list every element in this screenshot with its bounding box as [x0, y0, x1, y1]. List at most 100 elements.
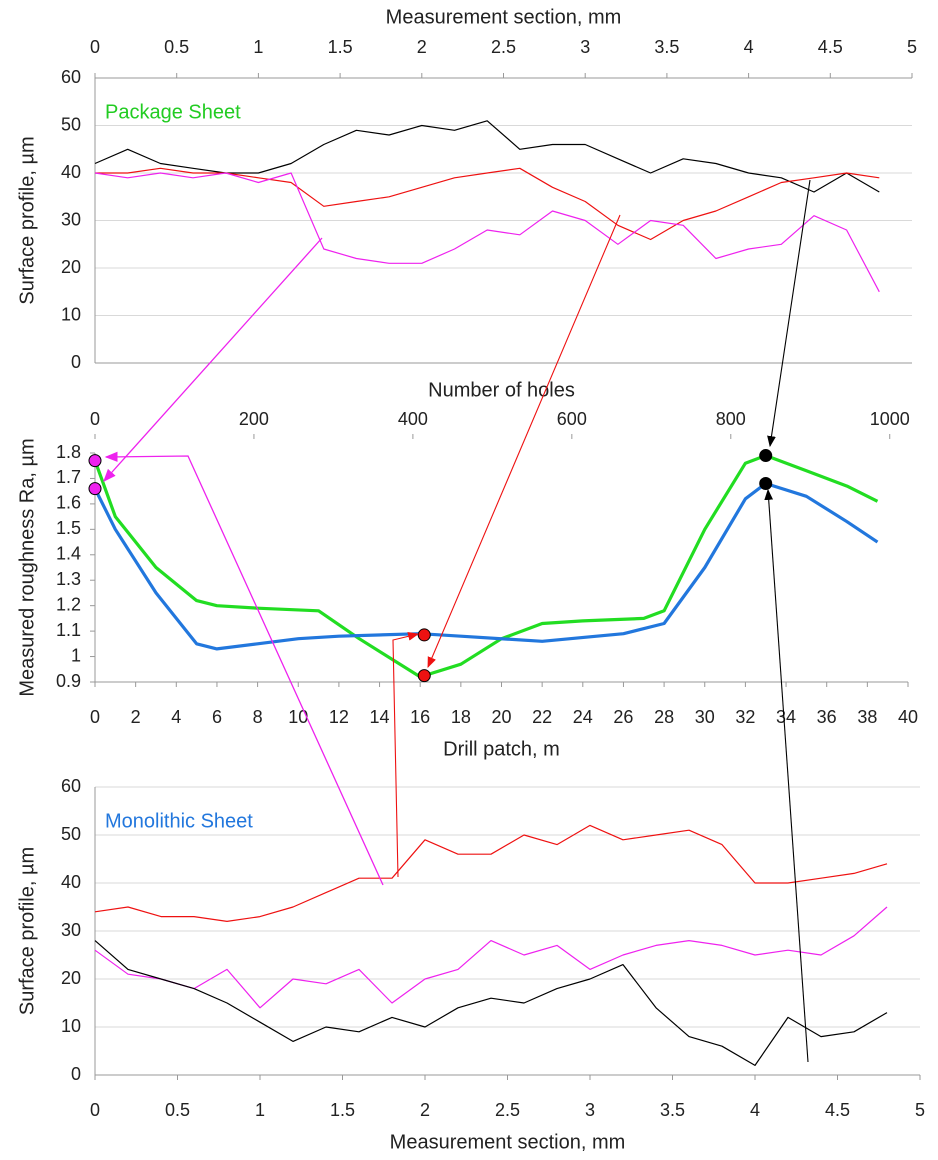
y-tick-label: 1.5: [56, 518, 81, 538]
x-tick-label: 34: [776, 707, 796, 727]
y-tick-label: 1: [71, 645, 81, 665]
data-line: [94, 824, 888, 922]
y-tick-label: 60: [61, 776, 81, 796]
y-tick-label: 20: [61, 257, 81, 277]
arrow: [767, 179, 811, 448]
x-tick-label: 4: [171, 707, 181, 727]
x-tick-label: 3.5: [654, 37, 679, 57]
data-line: [94, 906, 888, 1009]
x-tick-label: 0.5: [164, 37, 189, 57]
x-tick-label: 8: [253, 707, 263, 727]
x-tick-label: 32: [735, 707, 755, 727]
x-tick-label: 3: [585, 1100, 595, 1120]
x-tick-label: 3.5: [660, 1100, 685, 1120]
x-tick-label: 4: [744, 37, 754, 57]
x-tick-label: 2: [131, 707, 141, 727]
data-line: [94, 940, 888, 1066]
highlight-point: [417, 669, 431, 683]
x-tick-label: 5: [915, 1100, 925, 1120]
x-tick-label: 0.5: [165, 1100, 190, 1120]
annotation: Monolithic Sheet: [105, 810, 253, 832]
x-axis-title: Measurement section, mm: [390, 1131, 626, 1153]
y-tick-label: 1.7: [56, 467, 81, 487]
y-tick-label: 1.8: [56, 442, 81, 462]
data-line: [95, 167, 880, 241]
x-tick-label: 38: [857, 707, 877, 727]
x2-axis-title: Number of holes: [428, 379, 575, 401]
x-tick-label: 28: [654, 707, 674, 727]
x-tick-label: 18: [451, 707, 471, 727]
x-tick-label: 6: [212, 707, 222, 727]
x-tick-label: 40: [898, 707, 918, 727]
x-tick-label: 4.5: [825, 1100, 850, 1120]
x-tick-label: 1: [255, 1100, 265, 1120]
x-tick-label: 22: [532, 707, 552, 727]
y-tick-label: 1.3: [56, 569, 81, 589]
y-tick-label: 1.4: [56, 544, 81, 564]
y-tick-label: 50: [61, 824, 81, 844]
x-tick-label: 36: [817, 707, 837, 727]
x-axis-title: Measurement section, mm: [386, 6, 622, 28]
x-tick-label: 2: [420, 1100, 430, 1120]
x-tick-label: 1.5: [328, 37, 353, 57]
x-axis-title: Drill patch, m: [443, 738, 560, 760]
x-tick-label: 0: [90, 37, 100, 57]
x-tick-label: 1.5: [330, 1100, 355, 1120]
arrow: [427, 214, 621, 669]
y-axis-title: Surface profile, µm: [16, 136, 38, 304]
x-tick-label: 14: [370, 707, 390, 727]
data-line: [94, 172, 880, 293]
x-tick-label: 30: [695, 707, 715, 727]
y-axis-title: Surface profile, µm: [16, 847, 38, 1015]
y-tick-label: 1.1: [56, 620, 81, 640]
y-tick-label: 30: [61, 209, 81, 229]
x-tick-label: 2.5: [495, 1100, 520, 1120]
x2-tick-label: 600: [557, 409, 587, 429]
x-tick-label: 4: [750, 1100, 760, 1120]
y-tick-label: 40: [61, 872, 81, 892]
y-tick-label: 40: [61, 162, 81, 182]
x-tick-label: 20: [491, 707, 511, 727]
x-tick-label: 1: [253, 37, 263, 57]
x2-tick-label: 400: [398, 409, 428, 429]
x2-tick-label: 0: [90, 409, 100, 429]
y-tick-label: 10: [61, 304, 81, 324]
highlight-point: [759, 449, 773, 463]
x-tick-label: 0: [90, 707, 100, 727]
x-tick-label: 5: [907, 37, 917, 57]
x2-tick-label: 1000: [870, 409, 910, 429]
connector-arrows: [103, 179, 811, 1063]
arrow: [103, 237, 323, 482]
y-tick-label: 0: [71, 1064, 81, 1084]
highlight-point: [759, 477, 773, 491]
y-tick-label: 0: [71, 352, 81, 372]
data-line: [94, 120, 880, 193]
arrow: [392, 632, 420, 878]
y-axis-title: Measured roughness Ra, µm: [16, 438, 38, 696]
arrow: [104, 451, 384, 886]
arrow: [764, 488, 809, 1063]
x-tick-label: 24: [573, 707, 593, 727]
x-tick-label: 0: [90, 1100, 100, 1120]
x-tick-label: 3: [580, 37, 590, 57]
x2-tick-label: 200: [239, 409, 269, 429]
x-tick-label: 26: [613, 707, 633, 727]
y-tick-label: 1.2: [56, 594, 81, 614]
y-tick-label: 60: [61, 67, 81, 87]
highlight-point: [417, 628, 431, 642]
y-tick-label: 20: [61, 968, 81, 988]
y-tick-label: 50: [61, 114, 81, 134]
x-tick-label: 12: [329, 707, 349, 727]
x-tick-label: 10: [288, 707, 308, 727]
y-tick-label: 30: [61, 920, 81, 940]
y-tick-label: 1.6: [56, 493, 81, 513]
x2-tick-label: 800: [716, 409, 746, 429]
x-tick-label: 4.5: [818, 37, 843, 57]
y-tick-label: 10: [61, 1016, 81, 1036]
annotation: Package Sheet: [105, 101, 241, 123]
x-tick-label: 16: [410, 707, 430, 727]
x-tick-label: 2.5: [491, 37, 516, 57]
highlight-point: [88, 482, 102, 496]
y-tick-label: 0.9: [56, 671, 81, 691]
